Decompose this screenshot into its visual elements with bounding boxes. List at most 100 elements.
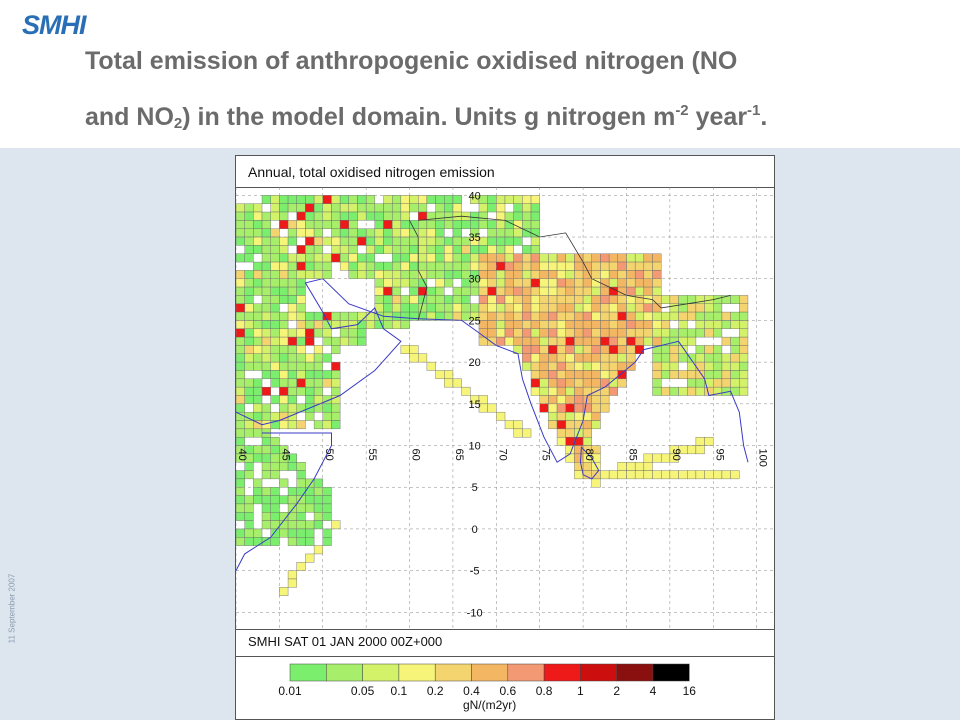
grid-cell — [305, 261, 315, 271]
grid-cell — [496, 236, 506, 246]
grid-cell — [617, 311, 627, 321]
grid-cell — [565, 261, 575, 271]
grid-cell — [305, 553, 315, 563]
grid-cell — [236, 228, 245, 238]
grid-cell — [539, 378, 549, 388]
grid-cell — [574, 278, 584, 288]
grid-cell — [409, 345, 419, 354]
grid-cell — [287, 278, 297, 288]
legend-label: 4 — [650, 684, 657, 698]
grid-cell — [253, 220, 263, 229]
grid-cell — [487, 203, 497, 213]
grid-cell — [617, 353, 627, 363]
grid-cell — [322, 328, 332, 338]
grid-cell — [487, 270, 497, 279]
grid-cell — [574, 378, 584, 388]
grid-cell — [331, 336, 341, 346]
grid-cell — [513, 420, 523, 430]
grid-cell — [513, 295, 523, 304]
grid-cell — [287, 286, 297, 296]
grid-cell — [287, 311, 297, 321]
grid-cell — [504, 261, 514, 271]
grid-cell — [678, 311, 688, 321]
grid-cell — [236, 512, 245, 521]
lon-label: 50 — [323, 449, 335, 461]
grid-cell — [574, 395, 584, 405]
grid-cell — [687, 378, 697, 388]
grid-cell — [418, 261, 428, 271]
grid-cell — [236, 537, 245, 546]
grid-cell — [435, 261, 445, 271]
grid-cell — [409, 253, 419, 263]
grid-cell — [530, 345, 540, 354]
grid-cell — [236, 278, 245, 288]
grid-cell — [270, 495, 280, 505]
grid-cell — [339, 203, 350, 213]
grid-cell — [496, 220, 506, 229]
grid-cell — [383, 195, 393, 204]
grid-cell — [261, 503, 271, 513]
grid-cell — [279, 211, 289, 221]
grid-cell — [270, 411, 280, 421]
grid-cell — [582, 261, 592, 271]
grid-cell — [426, 270, 436, 279]
grid-cell — [504, 295, 514, 304]
grid-cell — [522, 311, 532, 321]
grid-cell — [652, 353, 662, 363]
grid-cell — [279, 320, 289, 329]
grid-cell — [634, 470, 645, 480]
grid-cell — [530, 278, 540, 288]
grid-cell — [236, 487, 245, 496]
grid-cell — [287, 578, 297, 588]
grid-cell — [687, 336, 697, 346]
grid-cell — [470, 286, 480, 296]
grid-cell — [322, 261, 332, 271]
grid-cell — [253, 245, 263, 254]
grid-cell — [556, 386, 566, 396]
grid-cell — [261, 512, 271, 521]
grid-cell — [556, 336, 566, 346]
grid-cell — [287, 528, 297, 538]
grid-cell — [313, 195, 323, 204]
grid-cell — [244, 462, 254, 471]
grid-cell — [426, 228, 436, 238]
grid-cell — [426, 295, 436, 304]
grid-cell — [730, 353, 740, 363]
grid-cell — [452, 311, 462, 321]
grid-cell — [530, 253, 540, 263]
grid-cell — [261, 411, 271, 421]
grid-cell — [608, 286, 619, 296]
grid-cell — [296, 220, 306, 229]
grid-cell — [574, 295, 584, 304]
grid-cell — [270, 228, 280, 238]
grid-cell — [643, 253, 653, 263]
grid-cell — [296, 286, 306, 296]
grid-cell — [617, 361, 627, 371]
grid-cell — [435, 270, 445, 279]
grid-cell — [695, 303, 705, 313]
grid-cell — [305, 253, 315, 263]
grid-cell — [660, 386, 671, 396]
grid-cell — [487, 286, 497, 296]
grid-cell — [374, 278, 384, 288]
grid-cell — [287, 420, 297, 430]
grid-cell — [261, 495, 271, 505]
date-label: 11 September 2007 — [7, 573, 17, 644]
grid-cell — [608, 386, 619, 396]
grid-cell — [236, 303, 245, 313]
grid-cell — [617, 345, 627, 354]
grid-cell — [374, 211, 384, 221]
grid-cell — [617, 261, 627, 271]
grid-cell — [470, 220, 480, 229]
grid-cell — [244, 503, 254, 513]
grid-cell — [652, 361, 662, 371]
grid-cell — [478, 286, 488, 296]
grid-cell — [548, 286, 558, 296]
title-sup-b: -1 — [747, 102, 761, 119]
grid-cell — [600, 361, 610, 371]
grid-cell — [461, 303, 471, 313]
grid-cell — [452, 245, 462, 254]
grid-cell — [574, 320, 584, 329]
grid-cell — [513, 303, 523, 313]
grid-cell — [530, 228, 540, 238]
